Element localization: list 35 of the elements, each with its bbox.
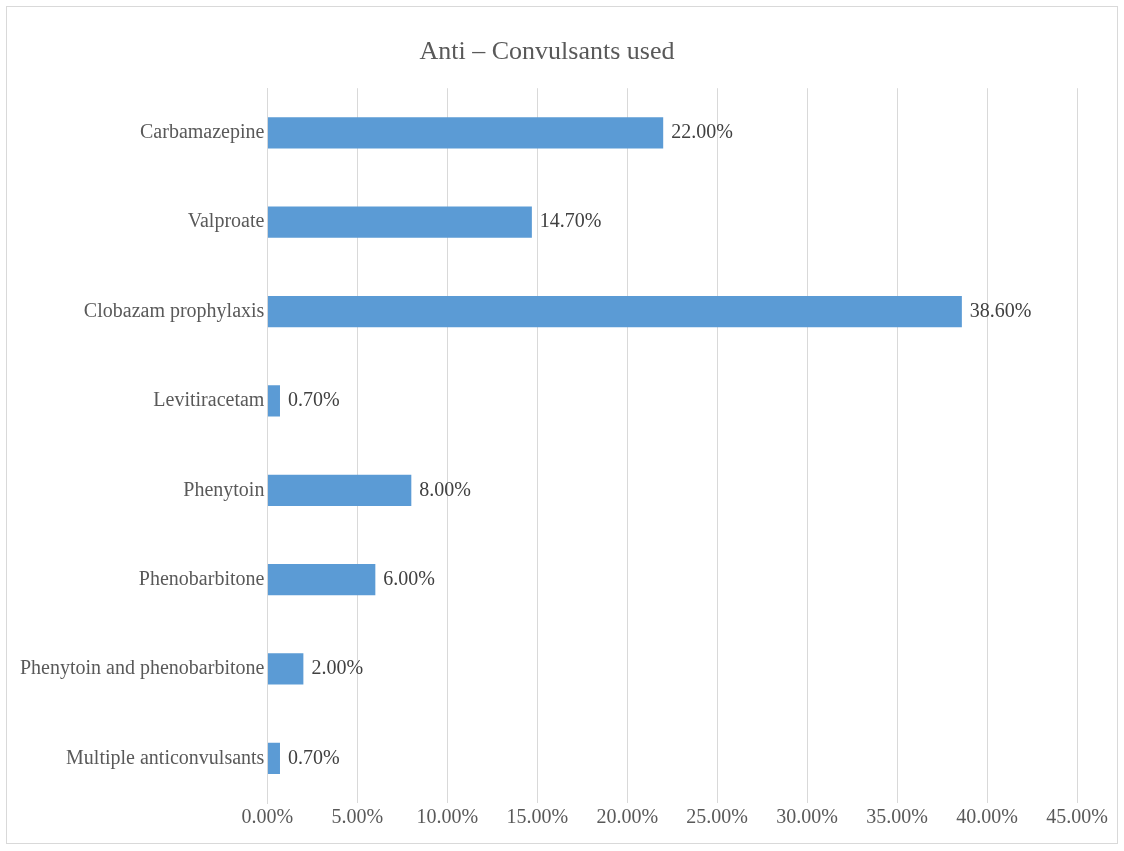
x-tick-label: 20.00% xyxy=(596,805,659,828)
y-tick-label: Valproate xyxy=(187,209,265,233)
bar xyxy=(267,653,304,685)
x-tick-label: 0.00% xyxy=(241,805,294,828)
x-tick-label: 15.00% xyxy=(506,805,569,828)
y-tick-label: Levitiracetam xyxy=(153,388,265,411)
y-tick-label: Phenytoin xyxy=(183,477,265,501)
y-tick-label: Phenobarbitone xyxy=(138,566,265,589)
chart-title: Anti – Convulsants used xyxy=(419,36,675,66)
y-tick-label: Multiple anticonvulsants xyxy=(66,745,265,769)
bar xyxy=(267,206,532,238)
bar xyxy=(267,385,280,417)
x-tick-label: 35.00% xyxy=(866,805,928,828)
data-label: 14.70% xyxy=(539,209,602,232)
data-label: 8.00% xyxy=(419,477,471,500)
x-tick-label: 5.00% xyxy=(331,805,384,828)
bar xyxy=(267,563,376,596)
x-tick-label: 45.00% xyxy=(1046,805,1108,828)
x-tick-label: 25.00% xyxy=(686,805,749,828)
bar xyxy=(267,117,664,149)
y-tick-label: Phenytoin and phenobarbitone xyxy=(19,656,265,680)
x-tick-label: 30.00% xyxy=(776,805,838,828)
bar xyxy=(267,474,412,506)
bar xyxy=(267,295,962,328)
data-label: 2.00% xyxy=(311,656,364,679)
x-tick-label: 40.00% xyxy=(956,805,1018,828)
y-tick-label: Clobazam prophylaxis xyxy=(83,298,265,322)
data-label: 38.60% xyxy=(969,298,1032,321)
data-label: 6.00% xyxy=(383,566,436,589)
data-label: 22.00% xyxy=(671,120,733,143)
bar xyxy=(267,742,280,774)
data-label: 0.70% xyxy=(287,745,340,768)
y-tick-label: Carbamazepine xyxy=(140,120,265,144)
data-label: 0.70% xyxy=(287,388,340,411)
x-tick-label: 10.00% xyxy=(416,805,479,828)
